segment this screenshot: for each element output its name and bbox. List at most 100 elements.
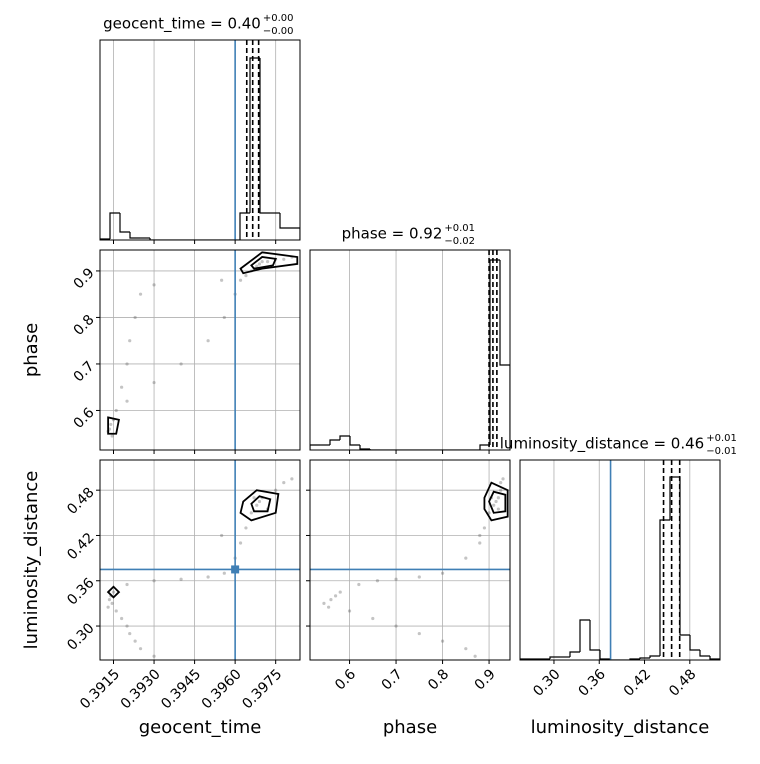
histogram-step: [369, 449, 380, 450]
sample-point: [125, 624, 129, 628]
panel-frame: [309, 459, 511, 661]
y-tick-label: 0.6: [71, 405, 98, 432]
histogram-step: [290, 227, 300, 240]
histogram-step: [689, 635, 700, 651]
sample-point: [255, 264, 259, 268]
x-tick-label: 0.42: [621, 666, 654, 699]
sample-point: [265, 260, 270, 264]
y-tick-label: 0.42: [64, 530, 97, 563]
sample-point: [152, 283, 156, 287]
panel-frame: [99, 249, 301, 451]
sample-point: [496, 496, 500, 500]
sample-point: [417, 631, 421, 636]
sample-point: [110, 434, 114, 438]
y-tick-label: 0.8: [71, 312, 98, 339]
panel: [310, 460, 510, 660]
histogram-step: [129, 232, 140, 239]
histogram-step: [489, 259, 500, 445]
truth-marker: [231, 565, 240, 574]
sample-point: [282, 257, 286, 261]
title-upper: +0.01: [706, 433, 737, 444]
x-tick-label: 0.36: [576, 666, 609, 699]
contour: [239, 489, 280, 522]
sample-point: [440, 639, 445, 643]
histogram-step: [699, 650, 710, 657]
sample-point: [109, 422, 113, 427]
sample-point: [496, 507, 500, 511]
title-lower: −0.00: [263, 26, 294, 37]
x-tick-label: 0.3945: [158, 666, 204, 712]
x-tick-label: 0.9: [472, 666, 499, 693]
histogram-step: [329, 439, 340, 445]
sample-point: [338, 590, 342, 594]
x-tick-label: 0.3915: [77, 666, 123, 712]
sample-point: [394, 624, 398, 628]
sample-point: [133, 315, 137, 320]
histogram-step: [639, 657, 650, 659]
sample-point: [478, 533, 482, 538]
sample-point: [152, 654, 156, 658]
histogram-step: [119, 213, 130, 233]
histogram-step: [520, 658, 530, 660]
panel-title: geocent_time = 0.40: [103, 15, 261, 34]
y-axis-label: phase: [21, 323, 42, 377]
histogram-step: [109, 212, 120, 239]
panel-title: luminosity_distance = 0.46: [500, 435, 704, 454]
x-tick-label: 0.30: [530, 666, 563, 699]
sample-point: [257, 262, 262, 266]
panel: [100, 460, 300, 660]
sample-point: [206, 339, 210, 343]
sample-point: [501, 477, 505, 481]
sample-point: [138, 292, 143, 296]
sample-point: [133, 639, 137, 643]
x-axis-label: phase: [383, 717, 437, 738]
sample-point: [220, 278, 224, 282]
x-tick-label: 0.3930: [118, 666, 164, 712]
x-tick-label: 0.8: [425, 666, 452, 693]
x-tick-label: 0.3960: [199, 666, 245, 712]
histogram-step: [100, 238, 110, 240]
panel: [520, 460, 720, 660]
sample-point: [152, 380, 156, 385]
sample-point: [478, 541, 482, 545]
x-tick-label: 0.7: [379, 666, 406, 693]
sample-point: [357, 582, 361, 587]
histogram-step: [259, 58, 270, 214]
sample-point: [114, 408, 118, 413]
sample-point: [494, 499, 498, 504]
sample-point: [152, 579, 156, 583]
sample-point: [274, 488, 278, 492]
panel-title: phase = 0.92: [342, 225, 443, 243]
sample-point: [333, 594, 338, 598]
sample-point: [110, 601, 114, 605]
histogram-step: [149, 238, 160, 240]
sample-point: [138, 647, 143, 651]
y-tick-label: 0.48: [64, 485, 97, 518]
histogram-step: [249, 57, 260, 213]
x-axis-label: luminosity_distance: [531, 717, 710, 738]
title-upper: +0.01: [444, 223, 475, 234]
sample-point: [220, 533, 224, 538]
sample-point: [417, 575, 421, 579]
panel-frame: [99, 459, 301, 661]
histogram-step: [569, 651, 580, 657]
histogram-step: [339, 435, 350, 440]
histogram-step: [669, 476, 680, 520]
sample-point: [238, 541, 243, 545]
sample-point: [252, 496, 256, 500]
y-tick-label: 0.9: [71, 265, 98, 292]
sample-point: [128, 339, 132, 343]
sample-point: [394, 577, 398, 581]
sample-point: [111, 590, 116, 594]
sample-point: [329, 598, 333, 602]
title-upper: +0.00: [263, 13, 294, 24]
contour: [250, 256, 277, 270]
histogram-step: [599, 650, 610, 660]
title-lower: −0.01: [706, 446, 737, 457]
sample-point: [125, 362, 129, 366]
x-axis-label: geocent_time: [139, 717, 262, 738]
contour: [106, 585, 121, 599]
sample-point: [499, 481, 503, 485]
histogram-step: [679, 477, 690, 636]
x-tick-label: 0.48: [666, 666, 699, 699]
